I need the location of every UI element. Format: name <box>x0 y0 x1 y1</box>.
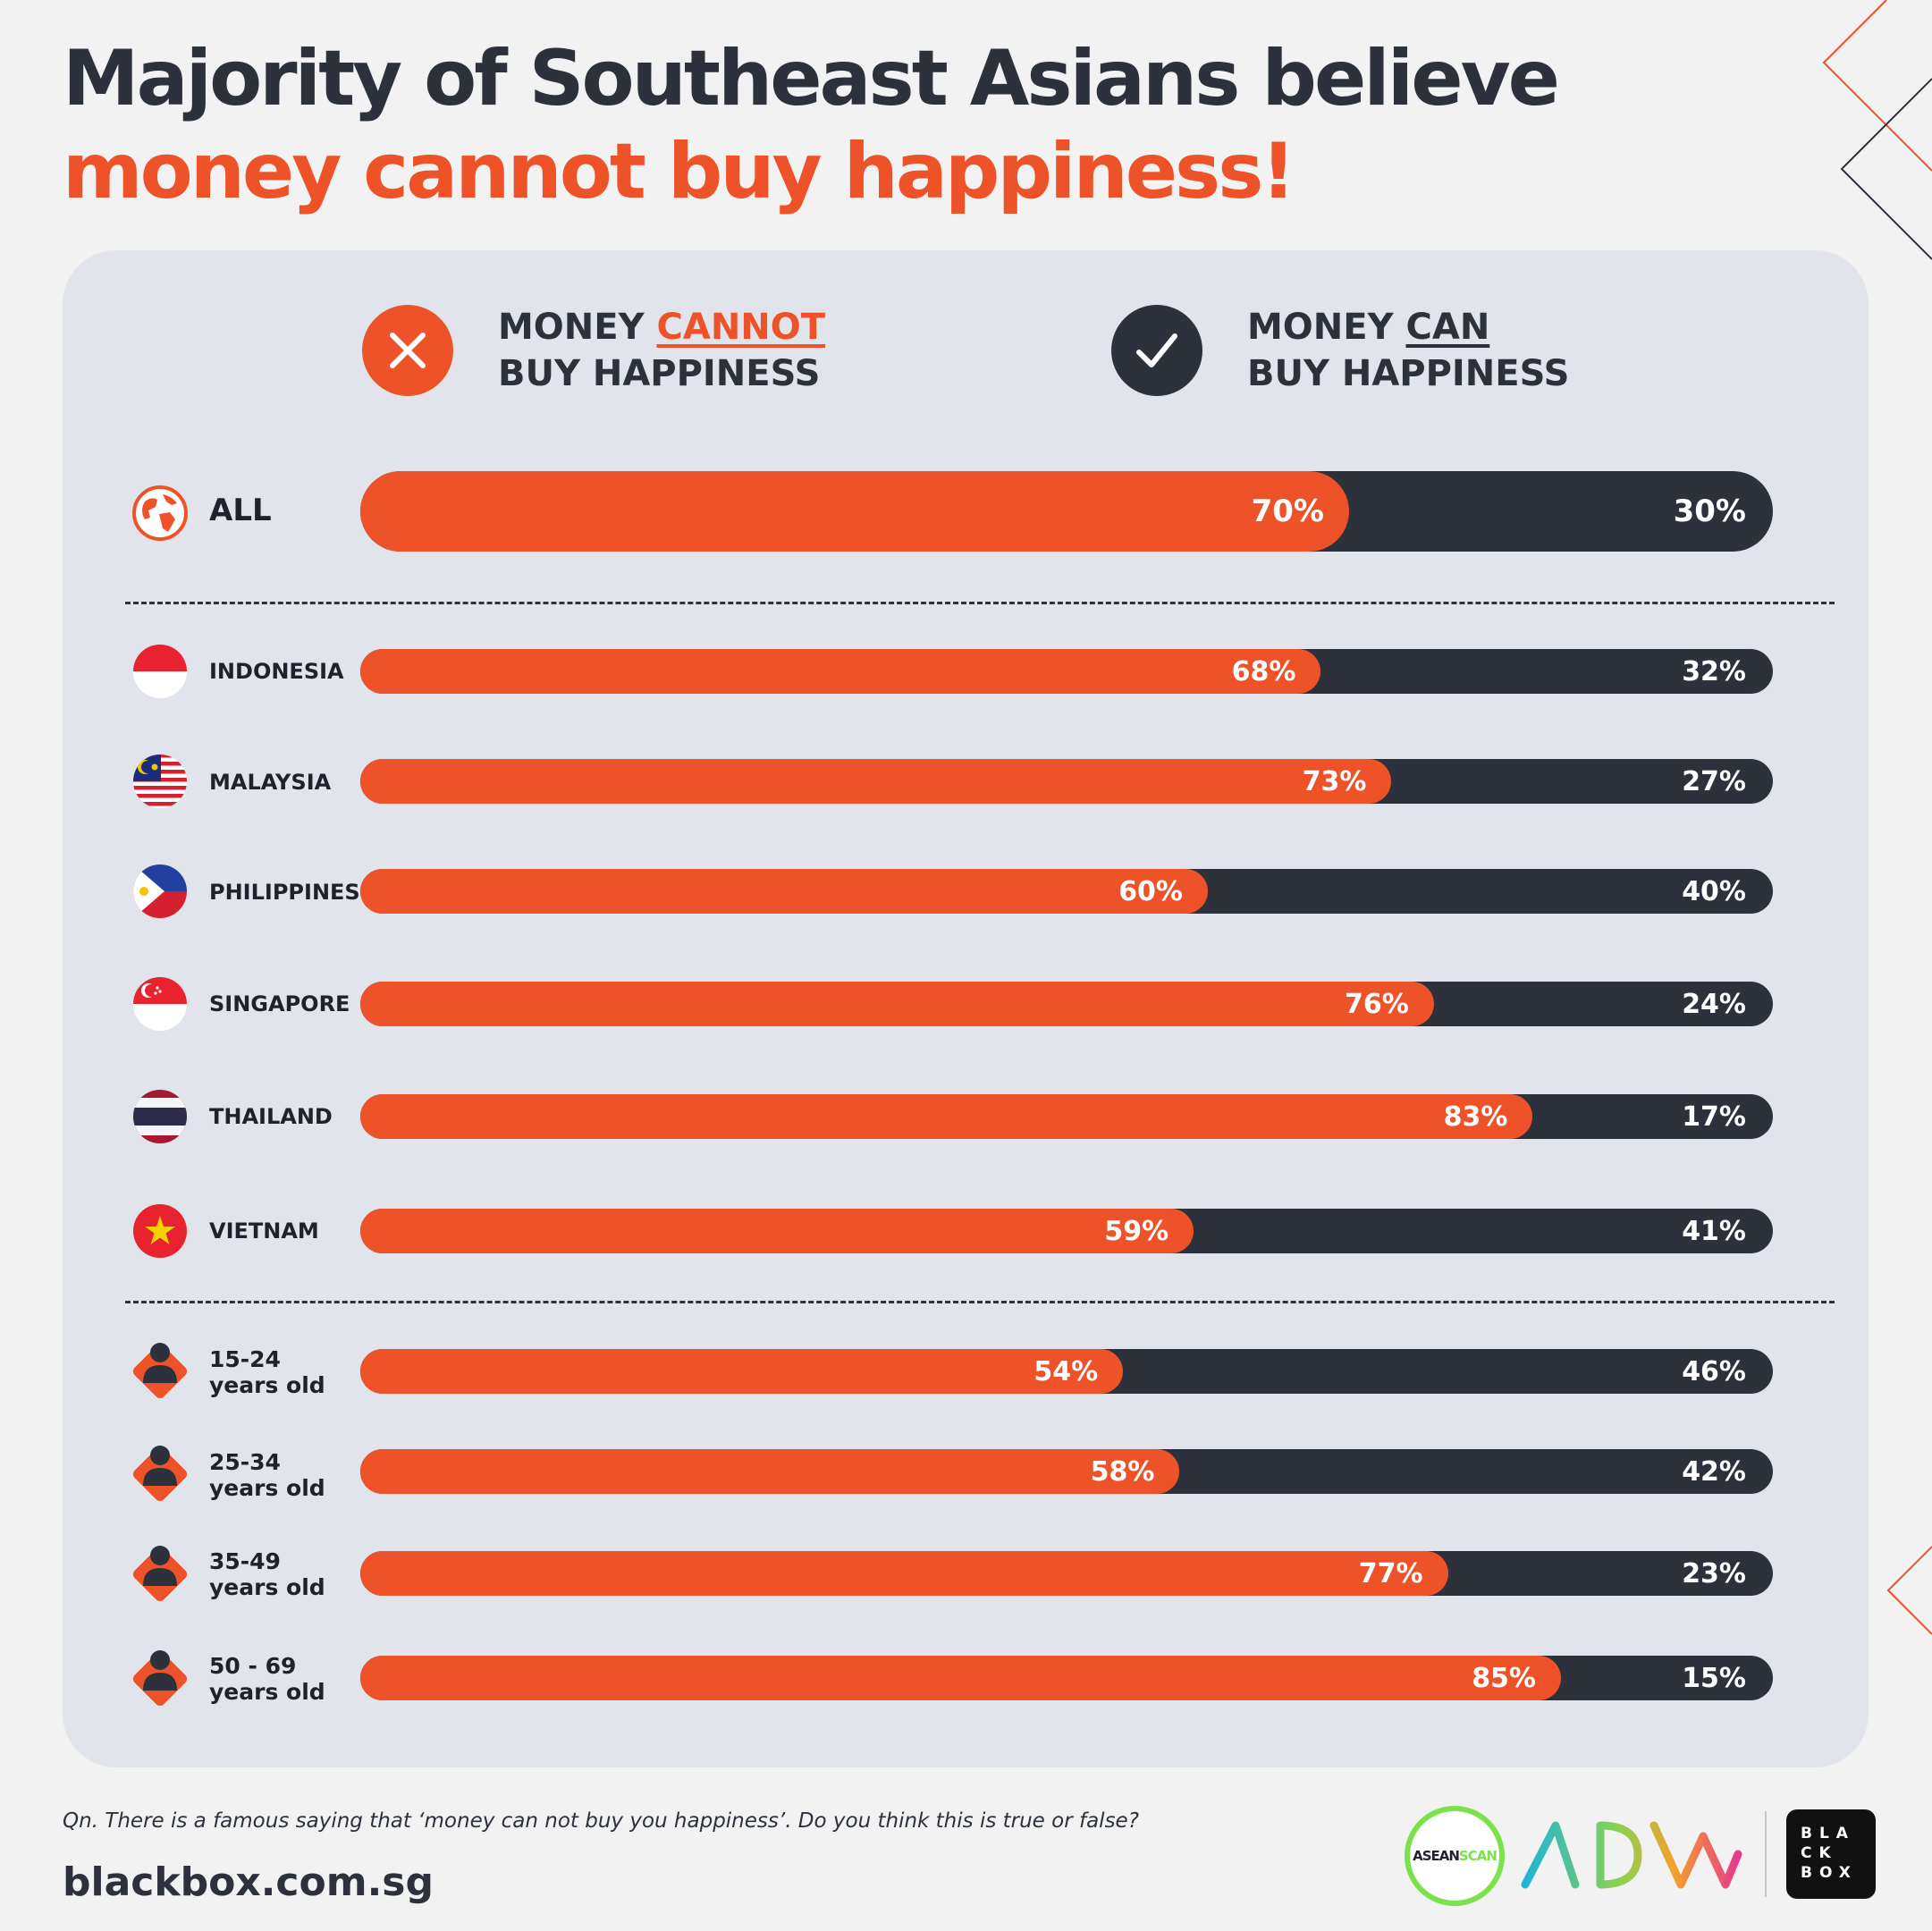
bar-segment-cannot <box>360 1209 1194 1253</box>
website-link[interactable]: blackbox.com.sg <box>63 1859 434 1905</box>
singapore-flag-icon <box>133 977 187 1031</box>
bar-segment-cannot <box>360 1349 1124 1394</box>
data-label-can: 30% <box>1673 493 1746 529</box>
data-label-can: 42% <box>1682 1455 1746 1488</box>
data-label-cannot: 59% <box>1104 1215 1169 1247</box>
indonesia-flag-icon <box>133 645 187 698</box>
legend-item-can: MONEY CAN BUY HAPPINESS <box>1111 304 1569 397</box>
data-label-can: 23% <box>1682 1557 1746 1589</box>
bar-segment-cannot <box>360 1551 1448 1596</box>
chart-title-line-2: money cannot buy happiness! <box>63 127 1296 216</box>
bar-segment-cannot <box>360 471 1349 552</box>
row-label-all: ALL <box>209 493 272 528</box>
bar-segment-cannot <box>360 1449 1180 1494</box>
row-label-philippines: PHILIPPINES <box>209 880 360 905</box>
row-label-singapore: SINGAPORE <box>209 991 350 1016</box>
corner-decoration-bottom <box>1886 1546 1932 1635</box>
bar-row-vietnam: 59% 41% <box>360 1209 1773 1253</box>
bar-segment-cannot <box>360 982 1434 1026</box>
philippines-flag-icon <box>133 864 187 918</box>
row-label-thailand: THAILAND <box>209 1104 333 1129</box>
check-icon <box>1111 305 1202 396</box>
data-label-cannot: 77% <box>1358 1557 1423 1589</box>
data-label-cannot: 54% <box>1033 1355 1099 1387</box>
survey-question: Qn. There is a famous saying that ‘money… <box>63 1809 1139 1833</box>
logo-divider <box>1765 1811 1767 1897</box>
bar-segment-cannot <box>360 869 1208 914</box>
row-label-malaysia: MALAYSIA <box>209 770 332 795</box>
bar-row-philippines: 60% 40% <box>360 869 1773 914</box>
data-label-can: 17% <box>1682 1100 1746 1133</box>
data-label-cannot: 60% <box>1118 875 1183 907</box>
adv-logo <box>1521 1821 1742 1889</box>
data-label-can: 46% <box>1682 1355 1746 1387</box>
separator-dashed <box>125 1301 1835 1303</box>
legend-label-can: MONEY CAN BUY HAPPINESS <box>1247 307 1570 394</box>
bar-segment-cannot <box>360 649 1321 694</box>
bar-row-thailand: 83% 17% <box>360 1094 1773 1139</box>
malaysia-flag-icon <box>133 755 187 808</box>
person-icon <box>132 1446 188 1502</box>
person-icon <box>132 1546 188 1602</box>
bar-segment-cannot <box>360 1094 1533 1139</box>
bar-row-all: 70% 30% <box>360 471 1773 552</box>
data-label-can: 41% <box>1682 1215 1746 1247</box>
legend-label-cannot: MONEY CANNOT BUY HAPPINESS <box>498 307 826 394</box>
data-label-cannot: 73% <box>1302 765 1367 797</box>
data-label-can: 32% <box>1682 655 1746 687</box>
separator-dashed <box>125 602 1835 604</box>
data-label-can: 27% <box>1682 765 1746 797</box>
globe-icon <box>132 485 188 541</box>
data-label-can: 15% <box>1682 1662 1746 1694</box>
close-icon <box>362 305 453 396</box>
row-label-35-49: 35-49 years old <box>209 1548 325 1600</box>
bar-row-singapore: 76% 24% <box>360 982 1773 1026</box>
person-icon <box>132 1650 188 1707</box>
row-label-50-69: 50 - 69 years old <box>209 1653 325 1705</box>
data-label-can: 40% <box>1682 875 1746 907</box>
bar-row-25-34: 58% 42% <box>360 1449 1773 1494</box>
row-label-15-24: 15-24 years old <box>209 1346 325 1398</box>
corner-decoration-top <box>1822 0 1932 260</box>
legend-item-cannot: MONEY CANNOT BUY HAPPINESS <box>362 304 825 397</box>
bar-row-50-69: 85% 15% <box>360 1656 1773 1700</box>
data-label-cannot: 68% <box>1231 655 1296 687</box>
bar-row-35-49: 77% 23% <box>360 1551 1773 1596</box>
bar-row-malaysia: 73% 27% <box>360 759 1773 804</box>
chart-title-line-1: Majority of Southeast Asians believe <box>63 34 1560 123</box>
data-label-cannot: 70% <box>1251 493 1324 529</box>
data-label-can: 24% <box>1682 988 1746 1020</box>
bar-segment-cannot <box>360 759 1392 804</box>
row-label-vietnam: VIETNAM <box>209 1218 319 1244</box>
row-label-25-34: 25-34 years old <box>209 1449 325 1501</box>
bar-row-indonesia: 68% 32% <box>360 649 1773 694</box>
aseanscan-logo: ASEAN SCAN <box>1405 1806 1505 1906</box>
blackbox-logo: BLA CK BOX <box>1786 1809 1876 1899</box>
data-label-cannot: 85% <box>1472 1662 1536 1694</box>
row-label-indonesia: INDONESIA <box>209 659 344 684</box>
data-label-cannot: 83% <box>1443 1100 1508 1133</box>
bar-segment-cannot <box>360 1656 1561 1700</box>
thailand-flag-icon <box>133 1090 187 1143</box>
person-icon <box>132 1343 188 1399</box>
data-label-cannot: 76% <box>1344 988 1409 1020</box>
vietnam-flag-icon <box>133 1204 187 1258</box>
bar-row-15-24: 54% 46% <box>360 1349 1773 1394</box>
data-label-cannot: 58% <box>1090 1455 1155 1488</box>
